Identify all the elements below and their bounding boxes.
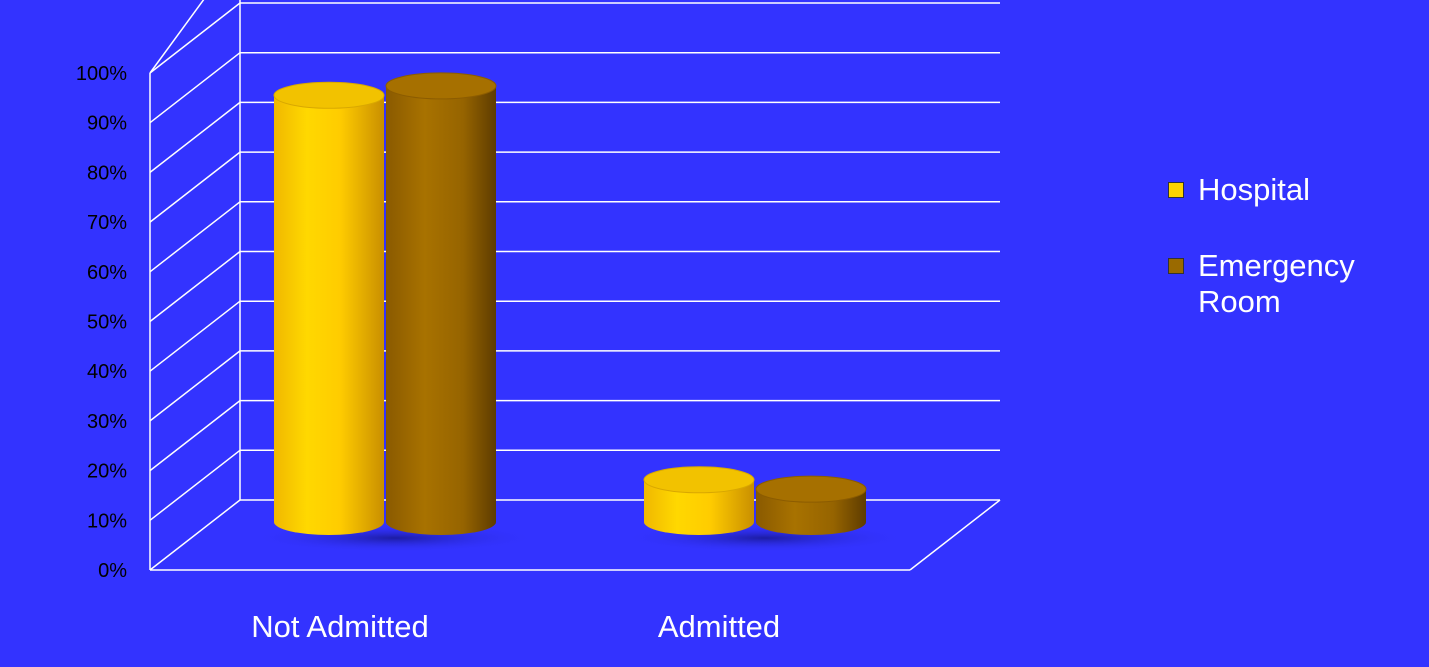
gridline-side bbox=[149, 52, 241, 124]
bar-body bbox=[644, 479, 754, 535]
y-tick-label: 50% bbox=[87, 312, 127, 334]
x-category-label: Not Admitted bbox=[251, 609, 428, 644]
legend-item-hospital: Hospital bbox=[1168, 172, 1398, 208]
bars bbox=[273, 72, 867, 536]
bar-top bbox=[273, 81, 385, 109]
y-tick-label: 20% bbox=[87, 461, 127, 483]
bar-body bbox=[386, 85, 496, 535]
bar-body bbox=[274, 95, 384, 536]
floor-right-edge bbox=[909, 499, 1001, 571]
gridline-side bbox=[149, 250, 241, 323]
y-tick-label: 60% bbox=[87, 262, 127, 284]
bar-hospital-admitted bbox=[643, 466, 755, 535]
legend-label-hospital: Hospital bbox=[1198, 172, 1310, 207]
x-category-label: Admitted bbox=[658, 609, 780, 644]
y-tick-label: 0% bbox=[98, 560, 127, 582]
bar-top bbox=[385, 72, 497, 100]
gridline-side bbox=[149, 201, 241, 273]
y-axis: 0% 10% 20% 30% 40% 50% 60% 70% 80% 90% 100% bbox=[76, 63, 127, 582]
y-tick-label: 80% bbox=[87, 162, 127, 184]
bar-emergency-room-not-admitted bbox=[385, 72, 497, 535]
y-tick-label: 30% bbox=[87, 411, 127, 433]
y-tick-label: 40% bbox=[87, 361, 127, 383]
gridline-side bbox=[149, 499, 241, 571]
gridline-side bbox=[149, 350, 241, 422]
bar-emergency-room-admitted bbox=[755, 475, 867, 535]
legend-label-emergency-room: Emergency Room bbox=[1198, 248, 1355, 319]
gridline-side bbox=[149, 300, 241, 372]
legend-swatch-hospital bbox=[1168, 182, 1184, 198]
gridline-side-top bbox=[149, 0, 205, 74]
gridline-side bbox=[149, 101, 241, 173]
legend-swatch-emergency-room bbox=[1168, 258, 1184, 274]
y-tick-label: 100% bbox=[76, 63, 127, 85]
gridline-side bbox=[149, 151, 241, 223]
y-tick-label: 70% bbox=[87, 212, 127, 234]
y-tick-label: 10% bbox=[87, 510, 127, 532]
gridline-side bbox=[149, 449, 241, 521]
x-axis: Not Admitted Admitted bbox=[251, 609, 780, 644]
gridline-side bbox=[149, 400, 241, 472]
bar-top bbox=[755, 475, 867, 503]
y-tick-label: 90% bbox=[87, 113, 127, 135]
legend-item-emergency-room: Emergency Room bbox=[1168, 248, 1398, 320]
bar-hospital-not-admitted bbox=[273, 81, 385, 536]
bar-top bbox=[643, 466, 755, 494]
gridline-side bbox=[149, 2, 241, 74]
legend: Hospital Emergency Room bbox=[1168, 172, 1398, 360]
